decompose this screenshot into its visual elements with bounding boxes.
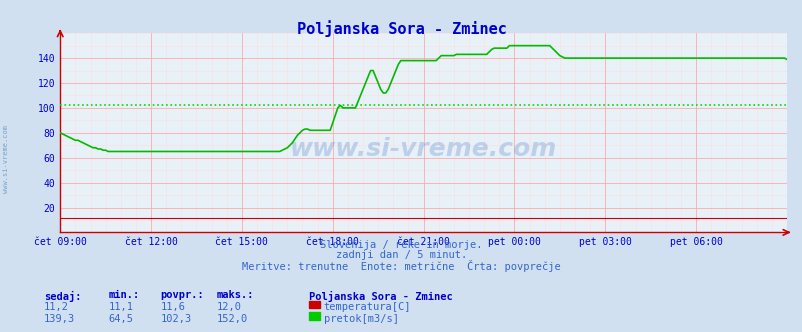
Text: 64,5: 64,5 (108, 314, 133, 324)
Text: 152,0: 152,0 (217, 314, 248, 324)
Text: 139,3: 139,3 (44, 314, 75, 324)
Text: 12,0: 12,0 (217, 302, 241, 312)
Text: sedaj:: sedaj: (44, 290, 82, 301)
Text: www.si-vreme.com: www.si-vreme.com (290, 137, 557, 161)
Text: Meritve: trenutne  Enote: metrične  Črta: povprečje: Meritve: trenutne Enote: metrične Črta: … (242, 260, 560, 272)
Text: 11,2: 11,2 (44, 302, 69, 312)
Text: min.:: min.: (108, 290, 140, 300)
Text: Slovenija / reke in morje.: Slovenija / reke in morje. (320, 240, 482, 250)
Text: temperatura[C]: temperatura[C] (323, 302, 411, 312)
Text: povpr.:: povpr.: (160, 290, 204, 300)
Text: www.si-vreme.com: www.si-vreme.com (3, 125, 10, 193)
Text: Poljanska Sora - Zminec: Poljanska Sora - Zminec (309, 290, 452, 301)
Text: 11,1: 11,1 (108, 302, 133, 312)
Text: 102,3: 102,3 (160, 314, 192, 324)
Text: maks.:: maks.: (217, 290, 254, 300)
Text: Poljanska Sora - Zminec: Poljanska Sora - Zminec (296, 20, 506, 37)
Text: pretok[m3/s]: pretok[m3/s] (323, 314, 398, 324)
Text: zadnji dan / 5 minut.: zadnji dan / 5 minut. (335, 250, 467, 260)
Text: 11,6: 11,6 (160, 302, 185, 312)
